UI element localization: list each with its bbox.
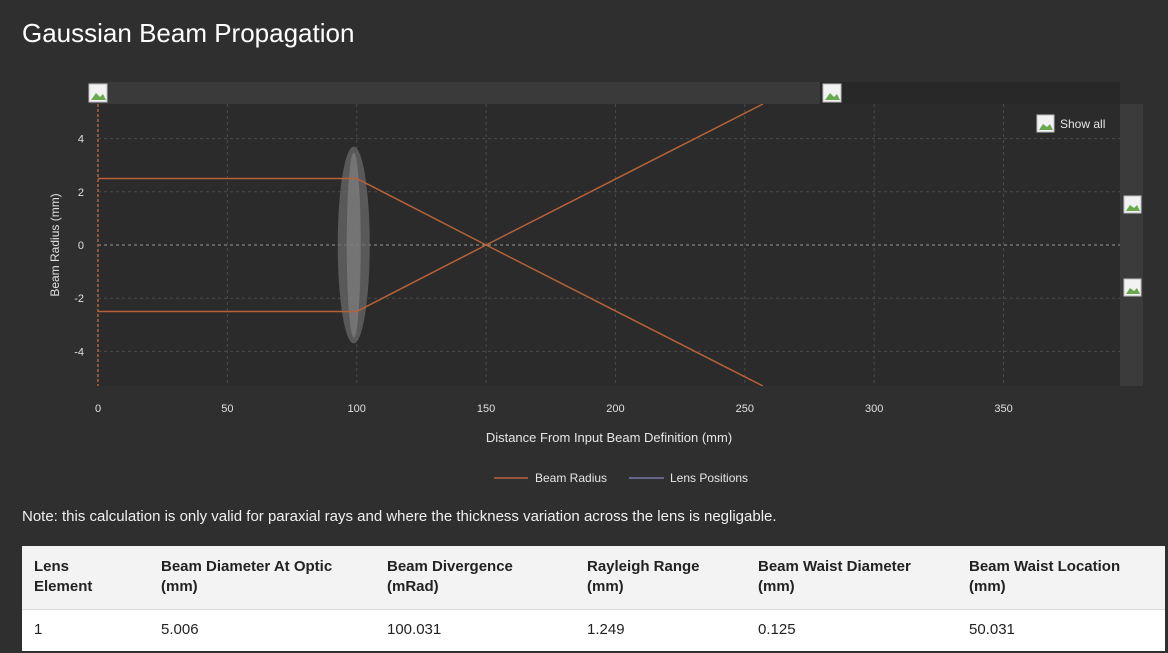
header-beam-waist-location: Beam Waist Location (mm) (957, 546, 1165, 610)
header-line: Beam Divergence (387, 558, 513, 575)
legend-label-beam-radius: Beam Radius (535, 471, 607, 485)
header-beam-diameter: Beam Diameter At Optic (mm) (149, 546, 375, 610)
y-tick-label: -2 (74, 293, 84, 305)
y-tick-label: 4 (78, 134, 84, 146)
table-row: 1 5.006 100.031 1.249 0.125 50.031 (22, 609, 1165, 651)
results-table: Lens Element Beam Diameter At Optic (mm)… (22, 546, 1165, 651)
header-beam-divergence: Beam Divergence (mRad) (375, 546, 575, 610)
x-tick-label: 250 (736, 403, 754, 415)
cell-beam-waist-location: 50.031 (969, 621, 1015, 638)
x-tick-label: 300 (865, 403, 883, 415)
cell-rayleigh-range: 1.249 (587, 621, 625, 638)
beam-propagation-chart: 0 50 100 150 200 250 300 350 4 2 0 -2 -4 Show all Di… (48, 82, 1143, 485)
x-tick-label: 50 (221, 403, 233, 415)
lens-highlight (346, 152, 361, 338)
header-line: Lens (34, 558, 70, 575)
header-line: Element (34, 578, 93, 595)
y-tick-label: -4 (74, 346, 84, 358)
series-layer (98, 104, 764, 386)
scroll-up-icon[interactable] (1123, 195, 1142, 214)
x-axis-title: Distance From Input Beam Definition (mm) (486, 430, 732, 445)
x-tick-label: 150 (477, 403, 495, 415)
header-line: (mRad) (387, 578, 439, 595)
beam-radius-line (98, 177, 764, 386)
header-line: Beam Waist Diameter (758, 558, 911, 575)
legend: Beam Radius Lens Positions (494, 471, 748, 485)
show-all-button[interactable]: Show all (1036, 114, 1105, 133)
range-navigator-shaded (820, 82, 1120, 104)
page-title: Gaussian Beam Propagation (22, 18, 355, 48)
y-axis-title: Beam Radius (mm) (48, 193, 62, 296)
header-line: (mm) (758, 578, 795, 595)
header-line: (mm) (587, 578, 624, 595)
y-tick-label: 2 (78, 187, 84, 199)
cell-beam-divergence: 100.031 (387, 621, 442, 638)
legend-item-beam-radius[interactable]: Beam Radius (494, 471, 607, 485)
tick-label-layer: 0 50 100 150 200 250 300 350 4 2 0 -2 -4 (74, 134, 1013, 415)
header-line: Beam Waist Location (969, 558, 1121, 575)
header-rayleigh-range: Rayleigh Range (mm) (575, 546, 746, 610)
x-tick-label: 0 (95, 403, 101, 415)
vertical-scroll-panel[interactable] (1120, 104, 1143, 386)
header-line: (mm) (969, 578, 1006, 595)
cell-lens-element: 1 (34, 621, 43, 638)
validity-note: Note: this calculation is only valid for… (22, 508, 777, 525)
navigator-left-handle-icon[interactable] (88, 83, 108, 103)
header-beam-waist-diameter: Beam Waist Diameter (mm) (746, 546, 957, 610)
x-tick-label: 100 (348, 403, 366, 415)
legend-label-lens-positions: Lens Positions (670, 471, 748, 485)
x-tick-label: 200 (606, 403, 624, 415)
legend-item-lens-positions[interactable]: Lens Positions (629, 471, 748, 485)
table-header-row: Lens Element Beam Diameter At Optic (mm)… (22, 546, 1165, 610)
scroll-down-icon[interactable] (1123, 278, 1142, 297)
x-tick-label: 350 (994, 403, 1012, 415)
header-line: (mm) (161, 578, 198, 595)
header-lens-element: Lens Element (22, 546, 149, 610)
cell-beam-diameter: 5.006 (161, 621, 199, 638)
navigator-right-handle-icon[interactable] (822, 83, 842, 103)
beam-radius-line (98, 104, 764, 313)
lens-layer (337, 146, 370, 344)
cell-beam-waist-diameter: 0.125 (758, 621, 796, 638)
header-line: Rayleigh Range (587, 558, 700, 575)
show-all-label: Show all (1060, 117, 1105, 131)
y-tick-label: 0 (78, 240, 84, 252)
header-line: Beam Diameter At Optic (161, 558, 333, 575)
